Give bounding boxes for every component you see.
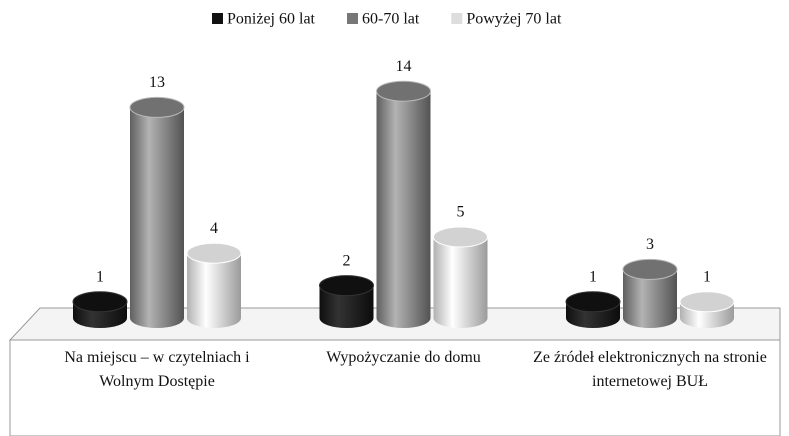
category-label: Na miejscu – w czytelniach i Wolnym Dost…: [64, 349, 250, 390]
bar: [376, 91, 431, 318]
data-label: 2: [343, 252, 351, 269]
bar-top: [186, 242, 242, 264]
category-label: Wypożyczanie do domu: [326, 349, 481, 366]
legend-label: 60-70 lat: [362, 11, 420, 28]
bar-top: [376, 80, 431, 102]
data-label: 1: [703, 268, 711, 285]
bar-top: [72, 291, 128, 313]
data-label: 4: [210, 220, 218, 237]
data-label: 1: [96, 268, 104, 285]
data-label: 13: [149, 74, 165, 91]
legend-label: Poniżej 60 lat: [227, 11, 316, 28]
bar-top: [433, 226, 488, 248]
data-label: 5: [457, 204, 465, 221]
data-label: 1: [589, 268, 597, 285]
bar-top: [622, 258, 678, 280]
x-tick-label: Wypożyczanie do domu: [326, 349, 481, 366]
floor-front: [9, 339, 781, 436]
legend-swatch: [451, 13, 463, 24]
x-tick-label: Na miejscu – w czytelniach i Wolnym Dost…: [64, 349, 250, 390]
bar: [130, 107, 184, 319]
bar-top: [565, 291, 621, 313]
bar: [433, 237, 488, 318]
legend-label: Powyżej 70 lat: [466, 11, 562, 28]
category-label: Ze źródeł elektronicznych na stronie int…: [533, 349, 767, 390]
legend-swatch: [212, 13, 223, 24]
x-tick-label: Ze źródeł elektronicznych na stronie int…: [533, 349, 767, 390]
bar-top: [129, 96, 185, 118]
bar: [187, 253, 241, 318]
data-label: 3: [646, 236, 654, 253]
legend-swatch: [346, 13, 358, 24]
bar-top: [319, 275, 374, 297]
data-label: 14: [396, 58, 412, 75]
bar-top: [679, 291, 735, 313]
